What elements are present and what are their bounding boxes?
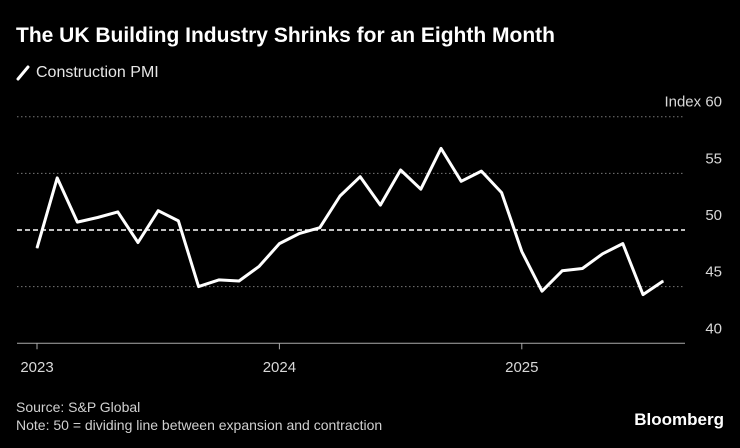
- data-point: [379, 204, 381, 206]
- data-point: [602, 253, 604, 255]
- data-point: [97, 217, 99, 219]
- y-tick-label: 45: [705, 264, 722, 281]
- data-point: [359, 176, 361, 178]
- data-point: [501, 192, 503, 194]
- source-text: Source: S&P Global: [16, 399, 141, 415]
- data-point: [117, 211, 119, 213]
- data-point: [622, 243, 624, 245]
- x-tick-label: 2023: [20, 359, 53, 376]
- data-point: [258, 265, 260, 267]
- data-point: [238, 280, 240, 282]
- x-tick-label: 2024: [263, 359, 296, 376]
- note-text: Note: 50 = dividing line between expansi…: [16, 417, 383, 433]
- data-point: [400, 169, 402, 171]
- data-point: [521, 251, 523, 253]
- data-point: [76, 221, 78, 223]
- data-point: [460, 180, 462, 182]
- data-point: [157, 210, 159, 212]
- bloomberg-logo: Bloomberg: [634, 410, 724, 429]
- data-point: [278, 243, 280, 245]
- data-point: [218, 279, 220, 281]
- data-point: [177, 220, 179, 222]
- x-tick-label: 2025: [505, 359, 538, 376]
- data-point: [198, 286, 200, 288]
- data-point: [480, 170, 482, 172]
- data-point: [541, 290, 543, 292]
- data-point: [662, 280, 664, 282]
- data-point: [137, 241, 139, 243]
- data-point: [36, 247, 38, 249]
- data-point: [299, 232, 301, 234]
- legend-label: Construction PMI: [36, 64, 159, 81]
- data-point: [319, 227, 321, 229]
- data-point: [561, 270, 563, 272]
- chart-title: The UK Building Industry Shrinks for an …: [16, 24, 555, 47]
- data-point: [339, 195, 341, 197]
- data-point: [642, 294, 644, 296]
- legend-line-icon: [16, 65, 30, 81]
- data-point: [420, 188, 422, 190]
- data-point: [56, 177, 58, 179]
- data-point: [440, 147, 442, 149]
- legend: Construction PMI: [16, 64, 159, 82]
- data-point: [581, 268, 583, 270]
- series-line-construction-pmi: [35, 146, 665, 297]
- y-tick-label: 50: [705, 207, 722, 224]
- y-tick-label: 40: [705, 320, 722, 337]
- y-tick-label: Index 60: [664, 94, 722, 111]
- y-tick-label: 55: [705, 150, 722, 167]
